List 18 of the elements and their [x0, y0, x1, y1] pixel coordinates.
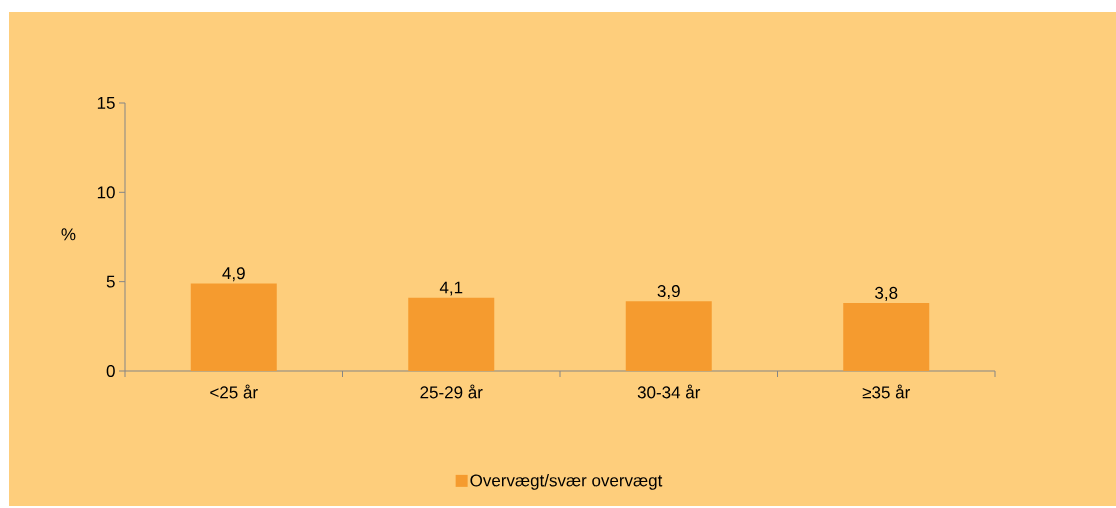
y-tick-label: 0: [106, 364, 115, 378]
y-axis-title: %: [61, 228, 76, 241]
bar: [190, 283, 277, 371]
data-label: 4,1: [439, 281, 463, 296]
y-tick-label: 15: [97, 97, 115, 109]
bar: [843, 303, 930, 371]
data-label: 3,8: [875, 286, 898, 301]
y-tick-label: 5: [106, 275, 115, 288]
x-tick-label: <25 år: [210, 384, 258, 399]
bar: [625, 301, 712, 371]
y-tick-label: 10: [97, 186, 115, 199]
x-tick-label: 25-29 år: [420, 384, 483, 399]
data-label: 4,9: [222, 267, 245, 282]
bar: [408, 297, 495, 371]
x-tick-label: 30-34 år: [637, 384, 701, 399]
legend-label: Overvægt/svær overvægt: [470, 473, 663, 490]
data-label: 3,9: [657, 285, 680, 300]
x-tick-label: ≥35 år: [862, 384, 910, 399]
